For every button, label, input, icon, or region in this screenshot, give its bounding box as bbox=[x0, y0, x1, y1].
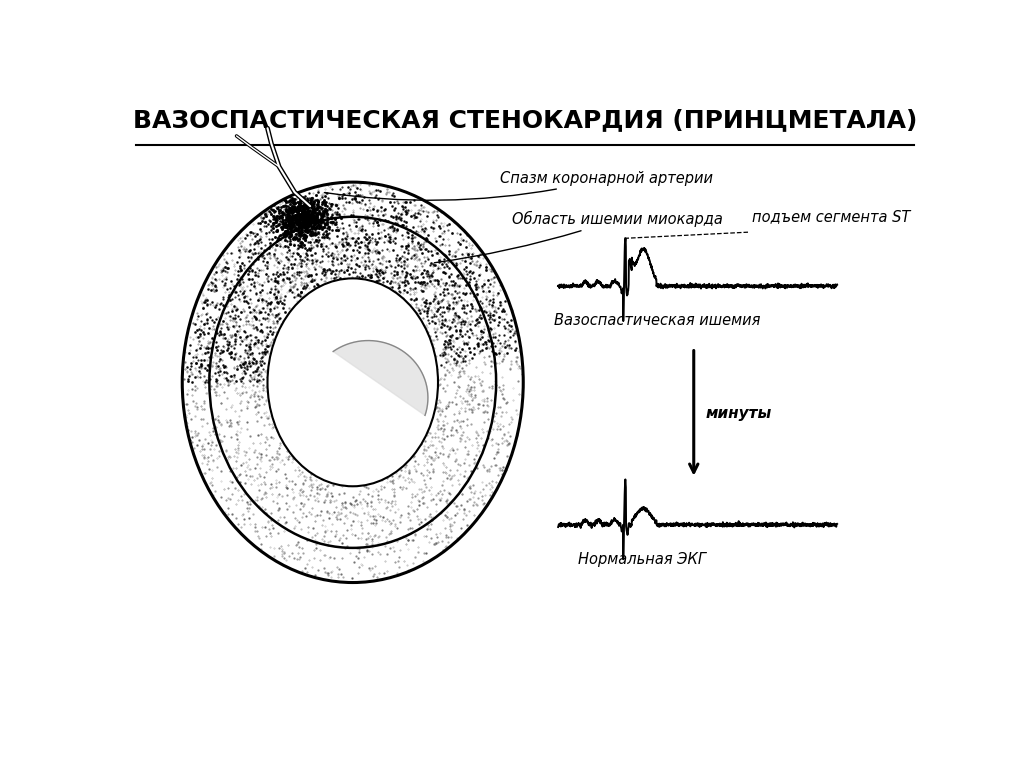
Ellipse shape bbox=[182, 182, 523, 582]
Text: Нормальная ЭКГ: Нормальная ЭКГ bbox=[578, 552, 706, 567]
Text: ВАЗОСПАСТИЧЕСКАЯ СТЕНОКАРДИЯ (ПРИНЦМЕТАЛА): ВАЗОСПАСТИЧЕСКАЯ СТЕНОКАРДИЯ (ПРИНЦМЕТАЛ… bbox=[133, 108, 916, 133]
Text: минуты: минуты bbox=[706, 406, 772, 420]
Text: Область ишемии миокарда: Область ишемии миокарда bbox=[434, 211, 723, 263]
Text: Вазоспастическая ишемия: Вазоспастическая ишемия bbox=[554, 313, 761, 328]
Text: подъем сегмента ST: подъем сегмента ST bbox=[752, 209, 910, 225]
Polygon shape bbox=[333, 341, 428, 416]
Text: Спазм коронарной артерии: Спазм коронарной артерии bbox=[325, 171, 713, 200]
Ellipse shape bbox=[267, 278, 438, 486]
